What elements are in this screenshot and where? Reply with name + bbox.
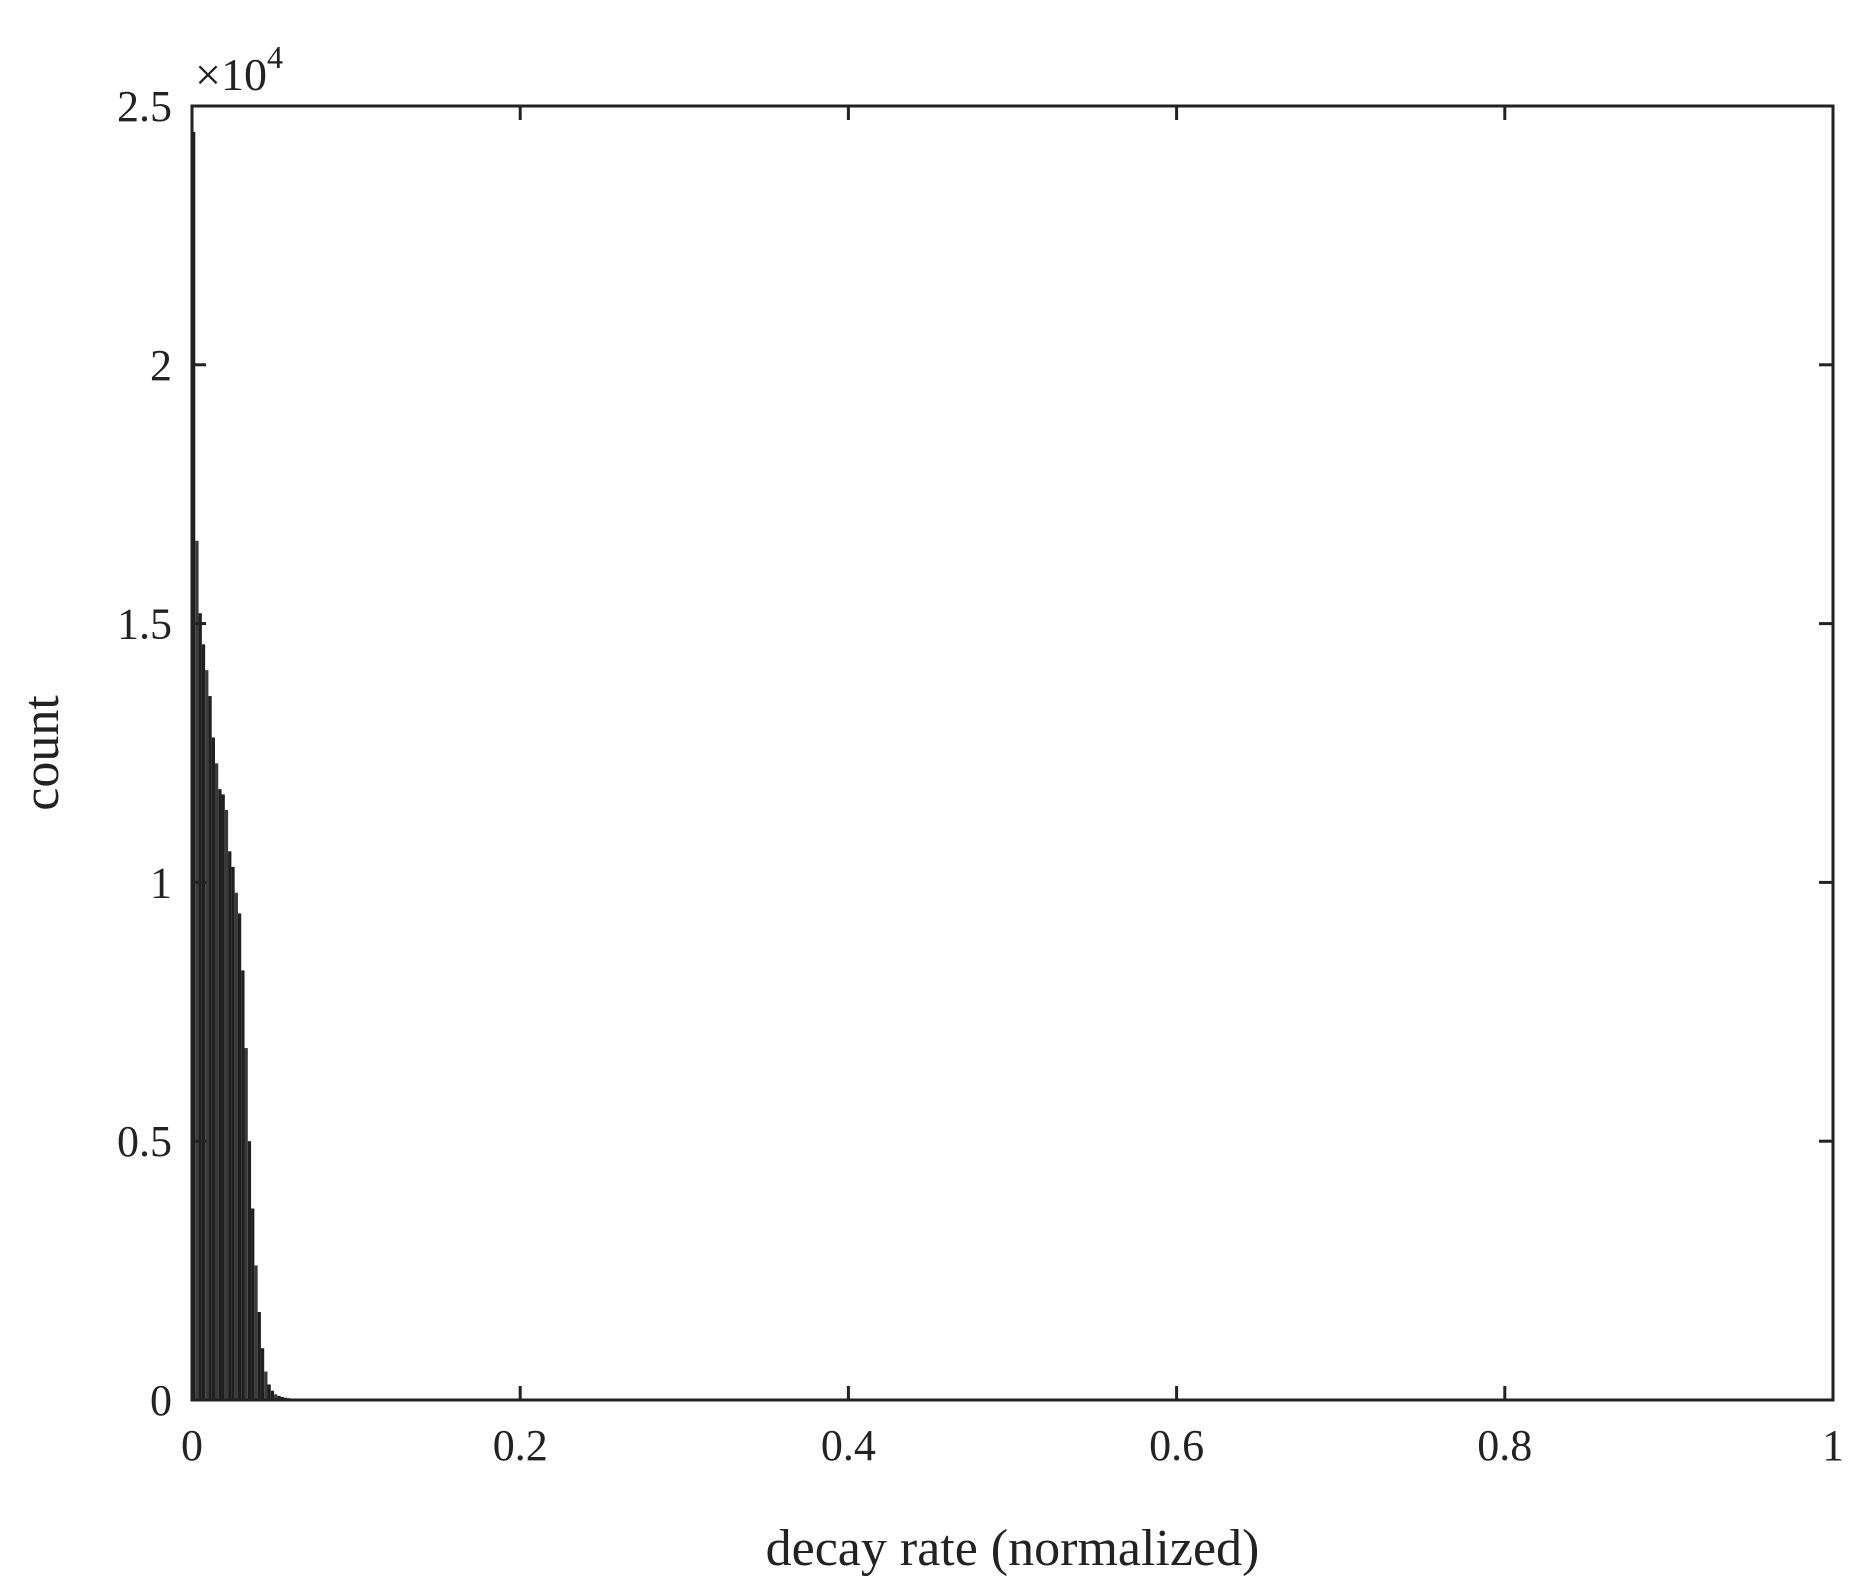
histogram-bar xyxy=(224,809,229,1400)
histogram-bar xyxy=(277,1395,281,1400)
y-tick-label: 2.5 xyxy=(117,82,172,131)
axes-box xyxy=(190,104,1835,1402)
tick-labels: 0 0.2 0.4 0.6 0.8 1 0 0.5 1 1.5 2 2.5 xyxy=(117,82,1844,1470)
histogram-bar xyxy=(260,1348,265,1400)
histogram-bar xyxy=(264,1371,268,1400)
histogram-bar xyxy=(205,670,209,1400)
y-tick-label: 0 xyxy=(150,1376,172,1425)
y-tick-label: 2 xyxy=(150,341,172,390)
histogram-bar xyxy=(201,644,206,1400)
y-axis-multiplier: ×104 xyxy=(195,39,283,100)
histogram-bar xyxy=(254,1265,258,1400)
x-tick-label: 0.2 xyxy=(493,1421,548,1470)
histogram-bar xyxy=(228,851,232,1400)
histogram-bar xyxy=(247,1141,252,1400)
histogram-bar xyxy=(244,1048,248,1400)
histogram-bar xyxy=(270,1390,275,1400)
histogram-bar xyxy=(211,737,215,1400)
histogram-bar xyxy=(192,131,196,1400)
x-tick-label: 1 xyxy=(1822,1421,1844,1470)
x-tick-label: 0 xyxy=(181,1421,203,1470)
histogram-bar xyxy=(267,1384,271,1400)
histogram-bars xyxy=(192,131,304,1400)
histogram-bar xyxy=(195,540,199,1400)
histogram-bar xyxy=(257,1312,261,1400)
histogram-bar xyxy=(280,1396,284,1400)
histogram-bar xyxy=(231,866,235,1400)
x-tick-label: 0.4 xyxy=(821,1421,876,1470)
axis-ticks xyxy=(190,104,1835,1402)
x-axis-label: decay rate (normalized) xyxy=(766,1520,1260,1577)
histogram-bar xyxy=(214,763,219,1400)
histogram-bar xyxy=(218,789,222,1400)
histogram-bar xyxy=(241,970,245,1400)
x-tick-label: 0.8 xyxy=(1477,1421,1532,1470)
y-multiplier-base: ×10 xyxy=(195,49,267,100)
histogram-bar xyxy=(221,794,225,1400)
y-tick-label: 0.5 xyxy=(117,1117,172,1166)
histogram-bar xyxy=(198,613,202,1400)
y-tick-label: 1.5 xyxy=(117,600,172,649)
y-multiplier-exponent: 4 xyxy=(267,39,283,75)
histogram-bar xyxy=(237,913,242,1400)
y-tick-label: 1 xyxy=(150,858,172,907)
histogram-bar xyxy=(234,892,238,1400)
histogram-bar xyxy=(208,696,212,1400)
histogram-bar xyxy=(274,1394,278,1400)
histogram-bar xyxy=(251,1208,255,1400)
x-tick-label: 0.6 xyxy=(1149,1421,1204,1470)
y-axis-label: count xyxy=(13,695,70,811)
